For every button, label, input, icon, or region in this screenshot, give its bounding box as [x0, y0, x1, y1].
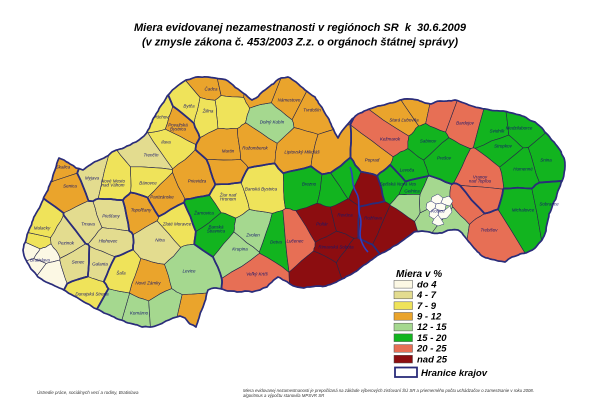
svg-text:Žarnovica: Žarnovica: [193, 209, 214, 216]
svg-text:Hronom: Hronom: [220, 197, 236, 202]
svg-text:Prešov: Prešov: [437, 156, 452, 161]
svg-text:Dolný Kubín: Dolný Kubín: [260, 120, 285, 125]
svg-text:Nové Zámky: Nové Zámky: [135, 281, 161, 286]
svg-text:Zlaté Moravce: Zlaté Moravce: [162, 222, 192, 227]
svg-text:7 - 9: 7 - 9: [417, 301, 437, 312]
svg-text:do 4: do 4: [417, 279, 437, 290]
svg-text:Skalica: Skalica: [56, 165, 71, 170]
svg-text:Ružomberok: Ružomberok: [242, 146, 268, 151]
svg-text:Hlohovec: Hlohovec: [99, 239, 119, 244]
svg-text:Medzilaborce: Medzilaborce: [506, 126, 533, 131]
svg-text:Trebišov: Trebišov: [481, 228, 499, 233]
svg-text:Prievidza: Prievidza: [188, 179, 207, 184]
svg-text:(v zmysle zákona č. 453/2003 Z: (v zmysle zákona č. 453/2003 Z.z. o orgá…: [142, 37, 458, 49]
svg-text:Poltár: Poltár: [316, 222, 328, 227]
svg-text:Sobrance: Sobrance: [539, 202, 559, 207]
svg-text:Rimavská Sobota: Rimavská Sobota: [318, 245, 354, 250]
svg-text:Miera v %: Miera v %: [396, 269, 442, 280]
svg-text:Žilina: Žilina: [202, 107, 214, 114]
svg-text:Bytča: Bytča: [183, 104, 195, 109]
svg-text:Veľký Krtíš: Veľký Krtíš: [246, 272, 268, 277]
svg-text:Levice: Levice: [182, 269, 196, 274]
svg-text:Martin: Martin: [222, 149, 235, 154]
svg-text:Ilava: Ilava: [161, 140, 171, 145]
svg-text:Čadca: Čadca: [204, 86, 218, 92]
svg-text:Žiar nad: Žiar nad: [219, 190, 237, 197]
svg-text:Topoľčany: Topoľčany: [131, 208, 152, 213]
svg-text:Štiavnica: Štiavnica: [207, 228, 226, 234]
svg-text:Detva: Detva: [270, 240, 282, 245]
svg-text:Miera evidovanej nezamestnanos: Miera evidovanej nezamestnanosti je prep…: [243, 388, 534, 393]
svg-text:Dunajská Streda: Dunajská Streda: [75, 292, 109, 297]
svg-text:Liptovský Mikuláš: Liptovský Mikuláš: [284, 150, 320, 155]
svg-text:Brezno: Brezno: [302, 182, 317, 187]
svg-text:Bratislava: Bratislava: [30, 258, 50, 263]
svg-text:Ústredie práce, sociálnych vec: Ústredie práce, sociálnych vecí a rodiny…: [37, 389, 139, 395]
svg-text:Kežmarok: Kežmarok: [380, 137, 401, 142]
svg-text:Svidník: Svidník: [490, 129, 506, 134]
svg-text:nad Topľou: nad Topľou: [469, 179, 492, 184]
svg-text:Bánovce: Bánovce: [139, 181, 157, 186]
svg-text:Košice: Košice: [431, 209, 445, 214]
svg-text:Tvrdošín: Tvrdošín: [303, 108, 321, 113]
svg-text:algoritmus a výpočtu stanovila: algoritmus a výpočtu stanovila MPSVR SR: [243, 393, 324, 398]
svg-text:Rožňava: Rožňava: [364, 216, 382, 221]
svg-text:Galanta: Galanta: [92, 262, 108, 267]
svg-text:Senica: Senica: [63, 184, 77, 189]
svg-text:Považská: Považská: [168, 122, 188, 127]
svg-text:Hranice krajov: Hranice krajov: [421, 368, 488, 379]
svg-text:Šaľa: Šaľa: [116, 270, 126, 276]
svg-text:15 - 20: 15 - 20: [417, 333, 447, 344]
svg-text:Humenné: Humenné: [513, 167, 533, 172]
svg-text:nad Váhom: nad Váhom: [101, 183, 124, 188]
svg-text:12 - 15: 12 - 15: [417, 322, 447, 333]
svg-text:Stropkov: Stropkov: [494, 144, 513, 149]
svg-text:20 - 25: 20 - 25: [416, 344, 447, 355]
svg-text:Malacky: Malacky: [34, 226, 51, 231]
svg-text:Poprad: Poprad: [365, 158, 380, 163]
svg-text:Miera evidovanej nezamestnanos: Miera evidovanej nezamestnanosti v regió…: [134, 22, 467, 34]
svg-text:Bardejov: Bardejov: [456, 121, 475, 126]
svg-text:nad 25: nad 25: [417, 354, 448, 365]
svg-text:Partizánske: Partizánske: [150, 195, 174, 200]
svg-text:Sabinov: Sabinov: [420, 139, 437, 144]
svg-text:Levoča: Levoča: [400, 168, 415, 173]
svg-text:Revúca: Revúca: [337, 213, 353, 218]
svg-text:Snina: Snina: [540, 158, 552, 163]
svg-text:9 - 12: 9 - 12: [417, 312, 442, 323]
svg-text:Vranov: Vranov: [473, 174, 488, 179]
svg-text:Krupina: Krupina: [232, 247, 248, 252]
svg-text:Spišská Nová Ves: Spišská Nová Ves: [380, 182, 417, 187]
svg-text:4 - 7: 4 - 7: [416, 290, 437, 301]
svg-text:Michalovce: Michalovce: [512, 208, 535, 213]
svg-text:Nitra: Nitra: [155, 238, 165, 243]
svg-text:Trnava: Trnava: [81, 222, 95, 227]
svg-text:Lučenec: Lučenec: [286, 239, 304, 244]
svg-text:Stará Ľubovňa: Stará Ľubovňa: [389, 118, 419, 123]
svg-text:Myjava: Myjava: [85, 176, 100, 181]
svg-text:Senec: Senec: [72, 260, 86, 265]
svg-text:Námestovo: Námestovo: [278, 98, 301, 103]
svg-text:Gelnica: Gelnica: [404, 189, 420, 194]
svg-text:Púchov: Púchov: [153, 115, 169, 120]
svg-text:Piešťany: Piešťany: [102, 214, 120, 219]
svg-text:Zvolen: Zvolen: [245, 233, 260, 238]
svg-text:Trenčín: Trenčín: [144, 153, 159, 158]
svg-text:Banská: Banská: [208, 224, 224, 229]
svg-text:Bystrica: Bystrica: [170, 127, 187, 132]
svg-text:Komárno: Komárno: [130, 311, 149, 316]
svg-text:Banská Bystrica: Banská Bystrica: [245, 187, 278, 192]
svg-text:Nové Mesto: Nové Mesto: [101, 178, 126, 183]
svg-text:Pezinok: Pezinok: [58, 241, 75, 246]
